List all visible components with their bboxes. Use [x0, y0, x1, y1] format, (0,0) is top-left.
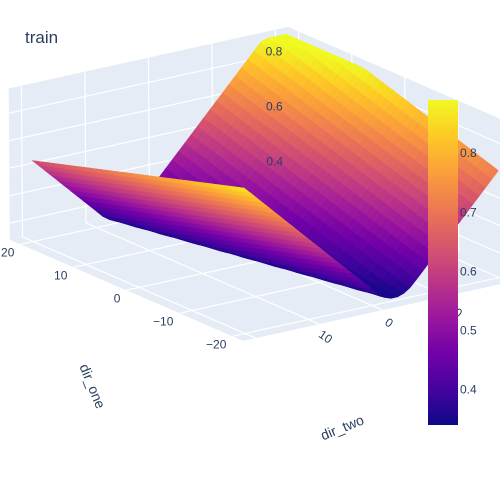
x-tick-label: 0: [382, 315, 396, 330]
z-tick-label: 0.6: [266, 100, 283, 114]
y-tick-label: 20: [1, 245, 15, 259]
z-tick-label: 0.4: [266, 155, 283, 169]
colorbar-tick-label: 0.6: [460, 264, 477, 278]
colorbar-tick-label: 0.5: [460, 323, 477, 337]
y-tick-label: 10: [54, 268, 68, 282]
x-tick-label: 10: [316, 327, 335, 346]
y-tick-label: −10: [153, 314, 174, 328]
colorbar-tick-label: 0.8: [460, 146, 477, 160]
axis-titles: dir_one dir_two: [76, 361, 366, 443]
colorbar-gradient: [428, 100, 458, 425]
colorbar-tick-label: 0.7: [460, 205, 477, 219]
z-tick-label: 0.8: [266, 45, 283, 59]
colorbar-ticks: 0.4 0.5 0.6 0.7 0.8: [460, 146, 477, 396]
y-tick-label: −20: [206, 337, 227, 351]
floor-gridline-x: [85, 222, 320, 325]
x-axis-title: dir_two: [318, 411, 366, 443]
floor-gridline-x: [22, 236, 256, 339]
colorbar: 0.4 0.5 0.6 0.7 0.8: [428, 100, 477, 425]
back-gridline-z: [8, 51, 289, 114]
y-axis-title: dir_one: [76, 361, 108, 410]
surface-cell: [486, 166, 499, 180]
y-tick-label: 0: [114, 291, 121, 305]
colorbar-tick-label: 0.4: [460, 383, 477, 397]
chart-title: train: [25, 28, 59, 47]
